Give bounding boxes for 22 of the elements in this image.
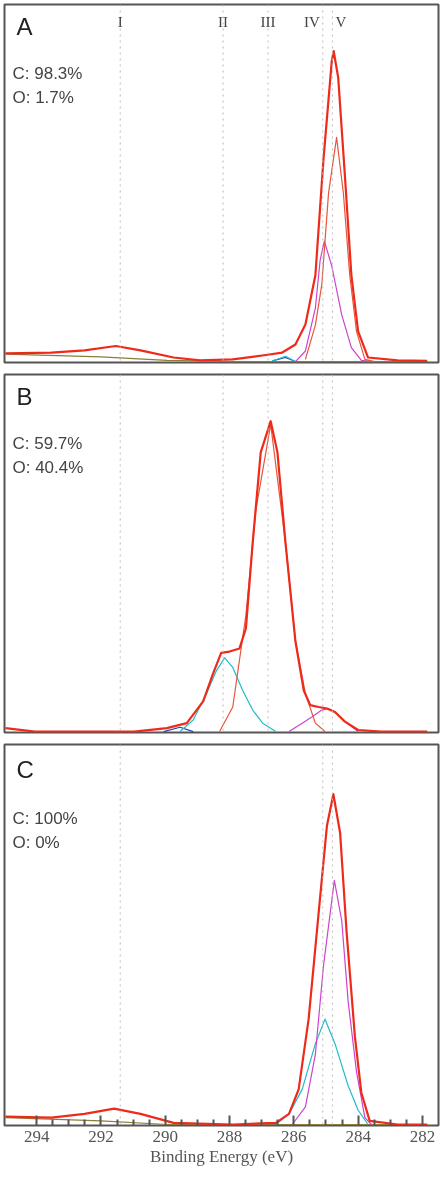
x-axis-title: Binding Energy (eV) (149, 1146, 294, 1166)
ref-line-label: IV (303, 13, 320, 30)
x-tick-label: 286 (281, 1126, 307, 1146)
x-tick-label: 292 (88, 1126, 114, 1146)
ref-line-label: II (218, 13, 229, 30)
x-tick-label: 288 (216, 1126, 243, 1146)
x-tick-label: 294 (23, 1126, 50, 1146)
annotation: C: 59.7% (12, 434, 83, 454)
x-tick-label: 282 (409, 1126, 436, 1146)
annotation: O: 0% (12, 833, 60, 853)
chart-title: A (16, 13, 33, 41)
ref-line-label: V (335, 13, 347, 30)
chart-title: B (16, 383, 33, 411)
annotation: C: 98.3% (12, 64, 83, 84)
annotation: O: 1.7% (12, 88, 74, 108)
x-tick-label: 290 (152, 1126, 178, 1146)
annotation: O: 40.4% (12, 458, 84, 478)
annotation: C: 100% (12, 809, 78, 829)
chart-title: C (16, 755, 34, 783)
ref-line-label: I (117, 13, 123, 30)
x-tick-label: 284 (345, 1126, 372, 1146)
ref-line-label: III (260, 13, 276, 30)
